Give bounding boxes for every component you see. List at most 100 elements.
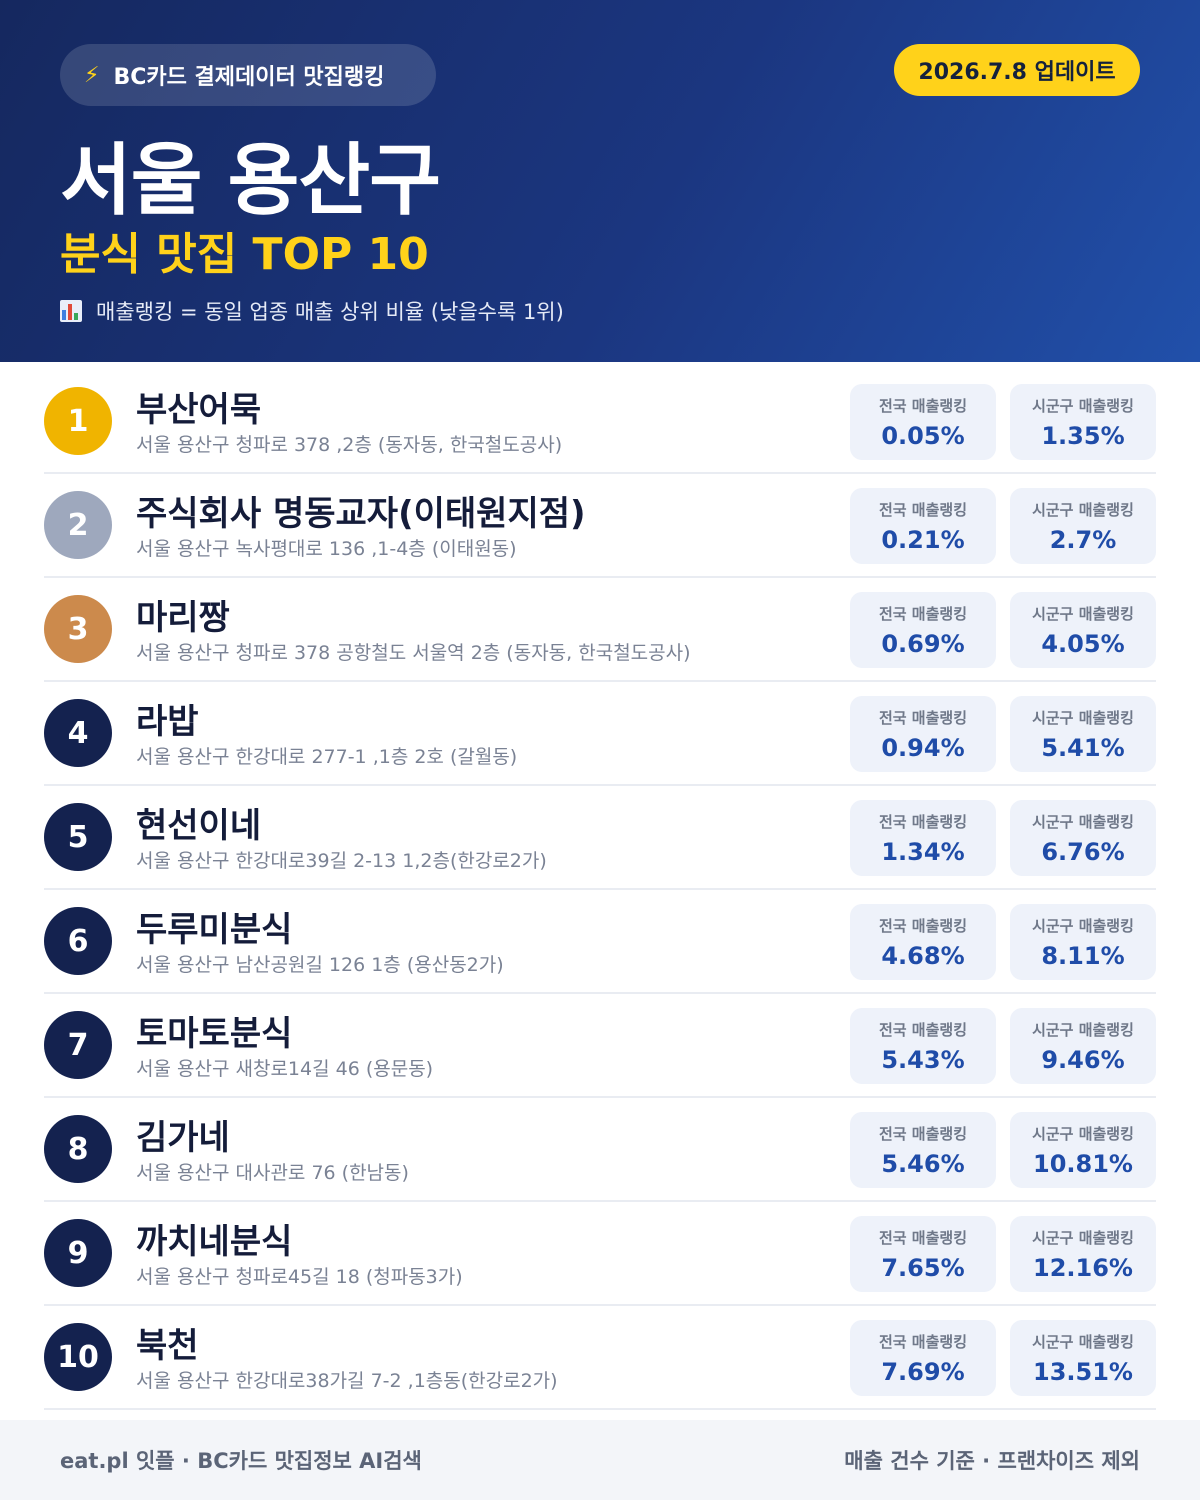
header-banner: ⚡ BC카드 결제데이터 맛집랭킹 2026.7.8 업데이트 서울 용산구 분…: [0, 0, 1200, 362]
national-ranking-box: 전국 매출랭킹 5.43%: [850, 1008, 996, 1084]
district-ranking-value: 13.51%: [1033, 1357, 1133, 1386]
district-ranking-box: 시군구 매출랭킹 2.7%: [1010, 488, 1156, 564]
restaurant-address: 서울 용산구 청파로45길 18 (청파동3가): [136, 1266, 463, 1288]
restaurant-address: 서울 용산구 한강대로39길 2-13 1,2층(한강로2가): [136, 850, 547, 872]
footer-criteria: 매출 건수 기준 · 프랜차이즈 제외: [844, 1449, 1140, 1473]
national-ranking-label: 전국 매출랭킹: [878, 1020, 968, 1039]
district-ranking-value: 8.11%: [1041, 941, 1125, 970]
national-ranking-label: 전국 매출랭킹: [878, 708, 968, 727]
restaurant-name[interactable]: 부산어묵: [136, 390, 262, 430]
district-ranking-box: 시군구 매출랭킹 4.05%: [1010, 592, 1156, 668]
restaurant-address: 서울 용산구 한강대로38가길 7-2 ,1층동(한강로2가): [136, 1370, 558, 1392]
restaurant-name[interactable]: 현선이네: [136, 806, 262, 846]
national-ranking-label: 전국 매출랭킹: [878, 812, 968, 831]
restaurant-address: 서울 용산구 녹사평대로 136 ,1-4층 (이태원동): [136, 538, 517, 560]
district-ranking-value: 2.7%: [1049, 525, 1117, 554]
national-ranking-value: 5.46%: [881, 1149, 965, 1178]
national-ranking-value: 4.68%: [881, 941, 965, 970]
national-ranking-label: 전국 매출랭킹: [878, 396, 968, 415]
district-ranking-label: 시군구 매출랭킹: [1032, 396, 1134, 415]
district-ranking-value: 12.16%: [1033, 1253, 1133, 1282]
national-ranking-value: 0.69%: [881, 629, 965, 658]
district-ranking-value: 6.76%: [1041, 837, 1125, 866]
district-ranking-value: 1.35%: [1041, 421, 1125, 450]
rank-badge: 1: [44, 387, 112, 455]
district-ranking-box: 시군구 매출랭킹 10.81%: [1010, 1112, 1156, 1188]
national-ranking-box: 전국 매출랭킹 1.34%: [850, 800, 996, 876]
district-ranking-label: 시군구 매출랭킹: [1032, 500, 1134, 519]
rank-badge: 7: [44, 1011, 112, 1079]
restaurant-name[interactable]: 주식회사 명동교자(이태원지점): [136, 494, 586, 534]
footer: eat.pl 잇플 · BC카드 맛집정보 AI검색 매출 건수 기준 · 프랜…: [0, 1420, 1200, 1500]
rank-badge: 5: [44, 803, 112, 871]
lightning-bolt-icon: ⚡: [84, 62, 100, 88]
district-ranking-value: 10.81%: [1033, 1149, 1133, 1178]
restaurant-name[interactable]: 라밥: [136, 702, 199, 742]
district-ranking-label: 시군구 매출랭킹: [1032, 1124, 1134, 1143]
rank-badge: 8: [44, 1115, 112, 1183]
district-ranking-value: 5.41%: [1041, 733, 1125, 762]
source-badge-label: BC카드 결제데이터 맛집랭킹: [113, 65, 385, 90]
source-badge: ⚡ BC카드 결제데이터 맛집랭킹: [60, 44, 436, 106]
district-ranking-label: 시군구 매출랭킹: [1032, 1020, 1134, 1039]
restaurant-row[interactable]: 3 마리짱 서울 용산구 청파로 378 공항철도 서울역 2층 (동자동, 한국철…: [44, 578, 1156, 682]
district-ranking-box: 시군구 매출랭킹 6.76%: [1010, 800, 1156, 876]
restaurant-name[interactable]: 북천: [136, 1326, 199, 1366]
national-ranking-box: 전국 매출랭킹 0.21%: [850, 488, 996, 564]
district-ranking-label: 시군구 매출랭킹: [1032, 708, 1134, 727]
restaurant-address: 서울 용산구 청파로 378 ,2층 (동자동, 한국철도공사): [136, 434, 563, 456]
restaurant-address: 서울 용산구 대사관로 76 (한남동): [136, 1162, 409, 1184]
district-ranking-box: 시군구 매출랭킹 9.46%: [1010, 1008, 1156, 1084]
national-ranking-label: 전국 매출랭킹: [878, 1228, 968, 1247]
restaurant-name[interactable]: 토마토분식: [136, 1014, 293, 1054]
national-ranking-box: 전국 매출랭킹 0.94%: [850, 696, 996, 772]
rank-badge: 10: [44, 1323, 112, 1391]
national-ranking-label: 전국 매출랭킹: [878, 1124, 968, 1143]
national-ranking-value: 7.69%: [881, 1357, 965, 1386]
rank-badge: 9: [44, 1219, 112, 1287]
restaurant-address: 서울 용산구 한강대로 277-1 ,1층 2호 (갈월동): [136, 746, 518, 768]
district-ranking-label: 시군구 매출랭킹: [1032, 812, 1134, 831]
district-ranking-box: 시군구 매출랭킹 5.41%: [1010, 696, 1156, 772]
national-ranking-value: 5.43%: [881, 1045, 965, 1074]
district-ranking-label: 시군구 매출랭킹: [1032, 604, 1134, 623]
restaurant-row[interactable]: 2 주식회사 명동교자(이태원지점) 서울 용산구 녹사평대로 136 ,1-4층 …: [44, 474, 1156, 578]
restaurant-address: 서울 용산구 남산공원길 126 1층 (용산동2가): [136, 954, 504, 976]
national-ranking-value: 0.94%: [881, 733, 965, 762]
national-ranking-value: 1.34%: [881, 837, 965, 866]
national-ranking-box: 전국 매출랭킹 7.69%: [850, 1320, 996, 1396]
district-ranking-box: 시군구 매출랭킹 1.35%: [1010, 384, 1156, 460]
national-ranking-label: 전국 매출랭킹: [878, 604, 968, 623]
page-subtitle: 분식 맛집 TOP 10: [60, 229, 429, 280]
rank-badge: 6: [44, 907, 112, 975]
restaurant-address: 서울 용산구 새창로14길 46 (용문동): [136, 1058, 434, 1080]
national-ranking-label: 전국 매출랭킹: [878, 1332, 968, 1351]
restaurant-name[interactable]: 김가네: [136, 1118, 230, 1158]
rank-badge: 3: [44, 595, 112, 663]
restaurant-row[interactable]: 4 라밥 서울 용산구 한강대로 277-1 ,1층 2호 (갈월동) 전국 매출랭킹…: [44, 682, 1156, 786]
bar-chart-icon: [60, 300, 82, 322]
district-ranking-label: 시군구 매출랭킹: [1032, 1332, 1134, 1351]
national-ranking-value: 7.65%: [881, 1253, 965, 1282]
national-ranking-label: 전국 매출랭킹: [878, 916, 968, 935]
footer-source: eat.pl 잇플 · BC카드 맛집정보 AI검색: [60, 1449, 422, 1473]
national-ranking-box: 전국 매출랭킹 0.69%: [850, 592, 996, 668]
restaurant-name[interactable]: 까치네분식: [136, 1222, 293, 1262]
district-ranking-box: 시군구 매출랭킹 12.16%: [1010, 1216, 1156, 1292]
national-ranking-box: 전국 매출랭킹 4.68%: [850, 904, 996, 980]
restaurant-name[interactable]: 마리짱: [136, 598, 230, 638]
update-date-badge: 2026.7.8 업데이트: [894, 44, 1140, 96]
district-ranking-box: 시군구 매출랭킹 13.51%: [1010, 1320, 1156, 1396]
legend-note-text: 매출랭킹 = 동일 업종 매출 상위 비율 (낮을수록 1위): [96, 300, 564, 324]
district-ranking-label: 시군구 매출랭킹: [1032, 916, 1134, 935]
national-ranking-box: 전국 매출랭킹 7.65%: [850, 1216, 996, 1292]
restaurant-name[interactable]: 두루미분식: [136, 910, 293, 950]
